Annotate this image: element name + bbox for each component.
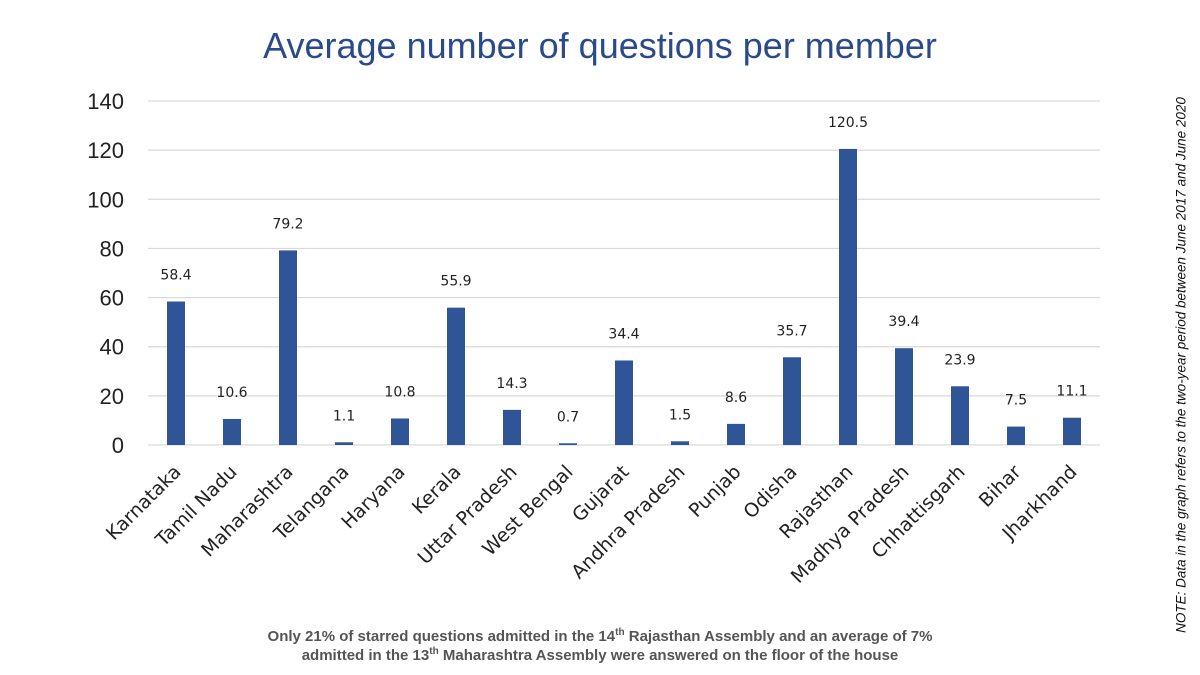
- data-label: 10.6: [216, 385, 247, 401]
- y-tick-label: 140: [87, 89, 124, 114]
- data-label: 58.4: [160, 268, 191, 284]
- data-label: 39.4: [888, 314, 919, 330]
- data-label: 0.7: [557, 409, 579, 425]
- bar: [671, 441, 689, 445]
- data-label: 120.5: [828, 115, 868, 131]
- y-axis: 0 20 40 60 80 100 120 140: [87, 89, 124, 458]
- data-label: 11.1: [1056, 384, 1087, 400]
- data-label: 23.9: [944, 352, 975, 368]
- bar: [503, 409, 521, 445]
- data-label: 35.7: [776, 323, 807, 339]
- bar: [335, 442, 353, 445]
- bar: [951, 386, 969, 445]
- bar: [727, 423, 745, 445]
- bar: [391, 418, 409, 445]
- data-label: 79.2: [272, 216, 303, 232]
- bar: [783, 357, 801, 445]
- bar: [559, 443, 577, 445]
- bar: [895, 348, 913, 445]
- data-label: 7.5: [1005, 393, 1027, 409]
- x-tick-label: Bihar: [975, 461, 1026, 512]
- bar: [615, 360, 633, 445]
- y-tick-label: 20: [100, 384, 124, 409]
- data-label: 34.4: [608, 326, 639, 342]
- bar: [167, 301, 185, 445]
- data-label: 10.8: [384, 384, 415, 400]
- chart-caption: Only 21% of starred questions admitted i…: [200, 627, 1000, 665]
- data-labels: 58.4 10.6 79.2 1.1 10.8 55.9 14.3 0.7 34.4 1.5 8.6…: [160, 115, 1087, 425]
- y-tick-label: 120: [87, 138, 124, 163]
- bars: [167, 148, 1081, 445]
- y-tick-label: 80: [100, 236, 124, 261]
- bar: [447, 307, 465, 445]
- caption-line-2: admitted in the 13th Maharashtra Assembl…: [301, 646, 899, 665]
- x-tick-label: Punjab: [685, 461, 746, 522]
- data-label: 1.1: [333, 408, 355, 424]
- bar: [1007, 426, 1025, 445]
- data-label: 8.6: [725, 390, 747, 406]
- bar: [839, 148, 857, 445]
- gridlines: [148, 100, 1100, 446]
- x-tick-label: Uttar Pradesh: [414, 461, 522, 569]
- y-tick-label: 40: [100, 335, 124, 360]
- bar: [223, 418, 241, 445]
- bar: [1063, 417, 1081, 445]
- caption-line-1: Only 21% of starred questions admitted i…: [267, 627, 933, 646]
- y-tick-label: 100: [87, 187, 124, 212]
- data-label: 55.9: [440, 274, 471, 290]
- data-label: 1.5: [669, 407, 691, 423]
- chart-title: Average number of questions per member: [263, 25, 937, 66]
- y-tick-label: 60: [100, 286, 124, 311]
- data-note: NOTE: Data in the graph refers to the tw…: [1173, 97, 1189, 633]
- data-label: 14.3: [496, 376, 527, 392]
- y-tick-label: 0: [112, 433, 124, 458]
- bar: [279, 250, 297, 445]
